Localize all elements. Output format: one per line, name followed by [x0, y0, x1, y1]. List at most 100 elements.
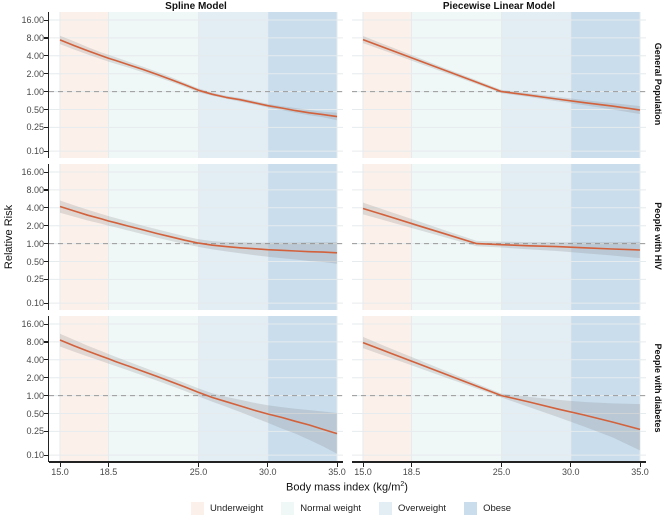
band-underweight [60, 316, 109, 462]
x-axis-title-sup: 2 [400, 481, 405, 488]
y-tick-mark [44, 150, 48, 152]
risk-curve [362, 207, 641, 251]
band-overweight [501, 316, 571, 462]
band-obese [267, 12, 337, 158]
risk-curve [59, 205, 338, 254]
confidence-band [60, 333, 337, 454]
band-overweight [198, 316, 268, 462]
y-tick-mark [44, 261, 48, 263]
x-tick-mark [362, 462, 364, 467]
band-obese [570, 12, 640, 158]
y-axis-line [47, 316, 49, 462]
y-tick-label: 4.00 [26, 354, 44, 365]
panel-spline-general [49, 12, 343, 158]
legend-item-obese: Obese [464, 502, 511, 515]
y-tick-label: 16.00 [21, 15, 44, 25]
x-axis-title: Body mass index (kg/m2) [286, 481, 408, 494]
band-underweight [363, 12, 412, 158]
underweight-swatch-icon [190, 502, 204, 515]
band-normal-weight [411, 316, 502, 462]
band-normal-weight [411, 12, 502, 158]
y-tick-mark [44, 395, 48, 397]
x-tick-mark [336, 462, 338, 467]
x-tick-label: 18.5 [402, 467, 421, 477]
risk-curve [362, 341, 641, 431]
y-tick-mark [44, 73, 48, 75]
legend-item-normal-weight: Normal weight [281, 502, 361, 515]
x-tick-label: 30.0 [562, 467, 580, 477]
y-tick-label: 1.00 [26, 390, 44, 401]
legend-item-underweight: Underweight [190, 502, 264, 515]
legend-label: Underweight [209, 503, 264, 514]
y-tick-mark [44, 341, 48, 343]
x-tick-mark [501, 462, 503, 467]
y-tick-label: 2.00 [26, 372, 44, 383]
panel-spline-diabetes [49, 316, 343, 462]
band-underweight [60, 164, 109, 310]
y-tick-mark [44, 377, 48, 379]
y-tick-mark [44, 126, 48, 129]
y-tick-mark [44, 225, 48, 227]
legend: Underweight Normal weight Overweight Obe… [16, 502, 670, 515]
band-overweight [501, 12, 571, 158]
x-tick-label: 35.0 [631, 467, 649, 477]
y-tick-mark [44, 109, 48, 111]
normal-weight-swatch-icon [281, 502, 295, 515]
legend-label: Overweight [398, 503, 447, 514]
y-tick-label: 0.25 [26, 274, 44, 285]
y-tick-mark [44, 243, 48, 245]
band-obese [267, 164, 337, 310]
x-tick-label: 30.0 [259, 467, 277, 477]
facet-strip-general-population: General Population [653, 42, 663, 126]
band-overweight [198, 164, 268, 310]
legend-label: Obese [483, 503, 512, 514]
legend-label: Normal weight [300, 503, 361, 514]
x-tick-mark [108, 462, 110, 467]
y-tick-label: 0.50 [26, 408, 44, 419]
band-overweight [198, 12, 268, 158]
x-tick-mark [639, 462, 641, 467]
y-tick-label: 0.10 [26, 450, 44, 461]
panel-piecewise-general [352, 12, 646, 158]
y-tick-mark [44, 55, 48, 57]
y-tick-mark [44, 430, 48, 433]
band-normal-weight [108, 164, 199, 310]
risk-curve [59, 339, 338, 435]
x-tick-mark [411, 462, 413, 467]
y-tick-label: 8.00 [26, 336, 44, 347]
y-tick-label: 0.25 [26, 122, 44, 133]
x-tick-mark [198, 462, 200, 467]
y-tick-mark [44, 171, 48, 173]
x-tick-label: 35.0 [328, 467, 346, 477]
y-tick-label: 4.00 [26, 202, 44, 213]
panel-spline-hiv [49, 164, 343, 310]
x-tick-label: 15.0 [354, 467, 372, 477]
y-tick-mark [44, 19, 48, 21]
facet-strip-people-with-diabetes: People with diabetes [653, 343, 663, 433]
x-tick-mark [267, 462, 269, 467]
x-axis-line [352, 461, 646, 463]
confidence-band [60, 200, 337, 264]
band-underweight [363, 316, 412, 462]
y-tick-mark [44, 454, 48, 456]
y-tick-mark [44, 359, 48, 361]
y-tick-label: 0.10 [26, 146, 44, 157]
panel-piecewise-diabetes [352, 316, 646, 462]
y-tick-mark [44, 302, 48, 304]
y-axis-line [47, 12, 49, 158]
band-underweight [60, 12, 109, 158]
band-obese [267, 316, 337, 462]
y-tick-mark [44, 323, 48, 325]
x-tick-label: 15.0 [51, 467, 69, 477]
y-tick-label: 1.00 [26, 238, 44, 249]
risk-curve [362, 38, 641, 111]
y-tick-label: 16.00 [21, 319, 44, 329]
band-normal-weight [108, 316, 199, 462]
y-tick-label: 1.00 [26, 86, 44, 97]
band-obese [570, 164, 640, 310]
overweight-swatch-icon [379, 502, 392, 515]
y-tick-label: 2.00 [26, 220, 44, 231]
risk-curve [59, 39, 338, 118]
x-tick-label: 25.0 [189, 467, 208, 477]
y-axis-line [47, 164, 49, 310]
